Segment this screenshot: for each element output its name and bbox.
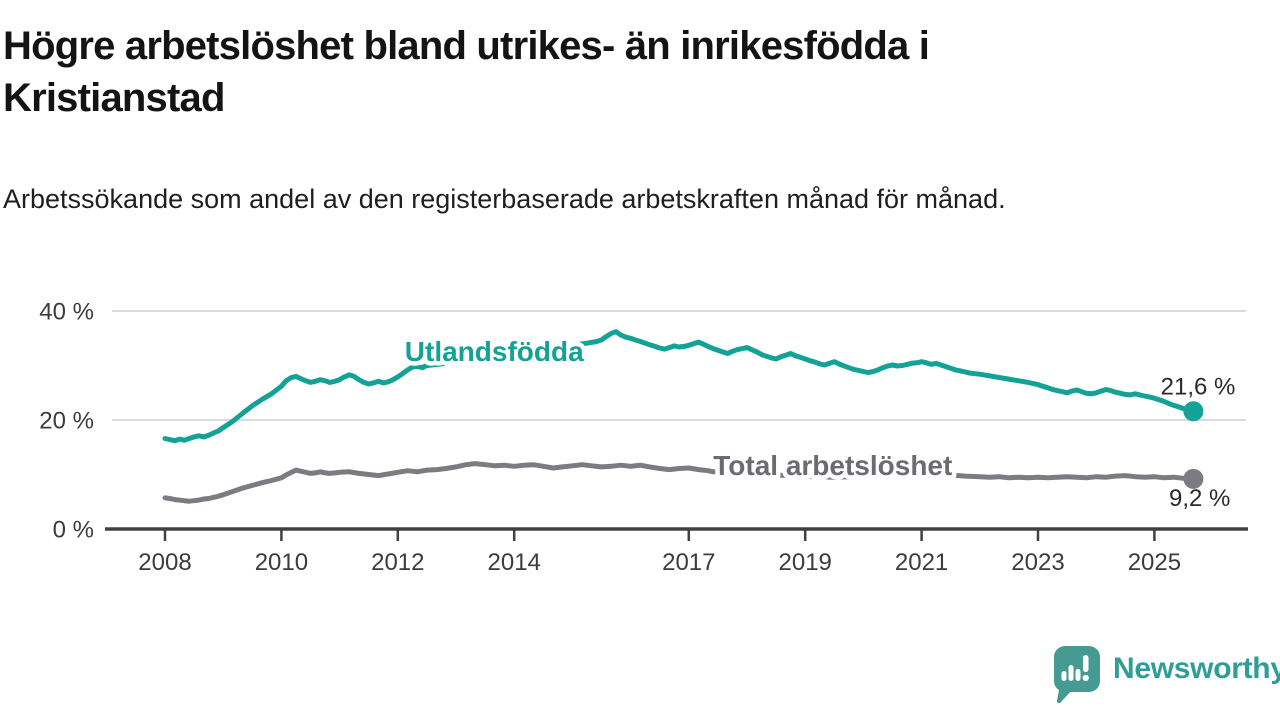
x-tick-label-2010: 2010 [255,549,308,576]
end-value-label-utlandsfodda: 21,6 % [1161,373,1236,400]
y-tick-label-40: 40 % [39,299,94,326]
series-end-dot-utlandsfodda [1183,401,1204,422]
newsworthy-logo: Newsworthy [1054,646,1280,705]
x-tick-label-2023: 2023 [1011,549,1064,576]
series-label-total: Total arbetslöshet [713,450,952,481]
newsworthy-logo-text: Newsworthy [1113,652,1280,685]
x-tick-label-2014: 2014 [488,549,541,576]
y-tick-label-20: 20 % [39,408,94,435]
series-line-utlandsfodda [162,329,1196,444]
x-tick-label-2012: 2012 [371,549,424,576]
x-tick-label-2025: 2025 [1128,549,1181,576]
series-line-total [162,461,1196,504]
series-end-dot-total [1183,468,1204,489]
end-value-label-total: 9,2 % [1169,485,1230,512]
x-tick-label-2021: 2021 [895,549,948,576]
newsworthy-logo-icon [1054,646,1100,704]
x-tick-label-2019: 2019 [779,549,832,576]
x-tick-label-2008: 2008 [138,549,191,576]
y-tick-label-0: 0 % [53,517,94,544]
page-title: Högre arbetslöshet bland utrikes- än inr… [3,24,930,120]
x-tick-label-2017: 2017 [662,549,715,576]
page-subtitle: Arbetssökande som andel av den registerb… [3,184,1006,214]
series-label-utlandsfodda: Utlandsfödda [405,336,584,367]
